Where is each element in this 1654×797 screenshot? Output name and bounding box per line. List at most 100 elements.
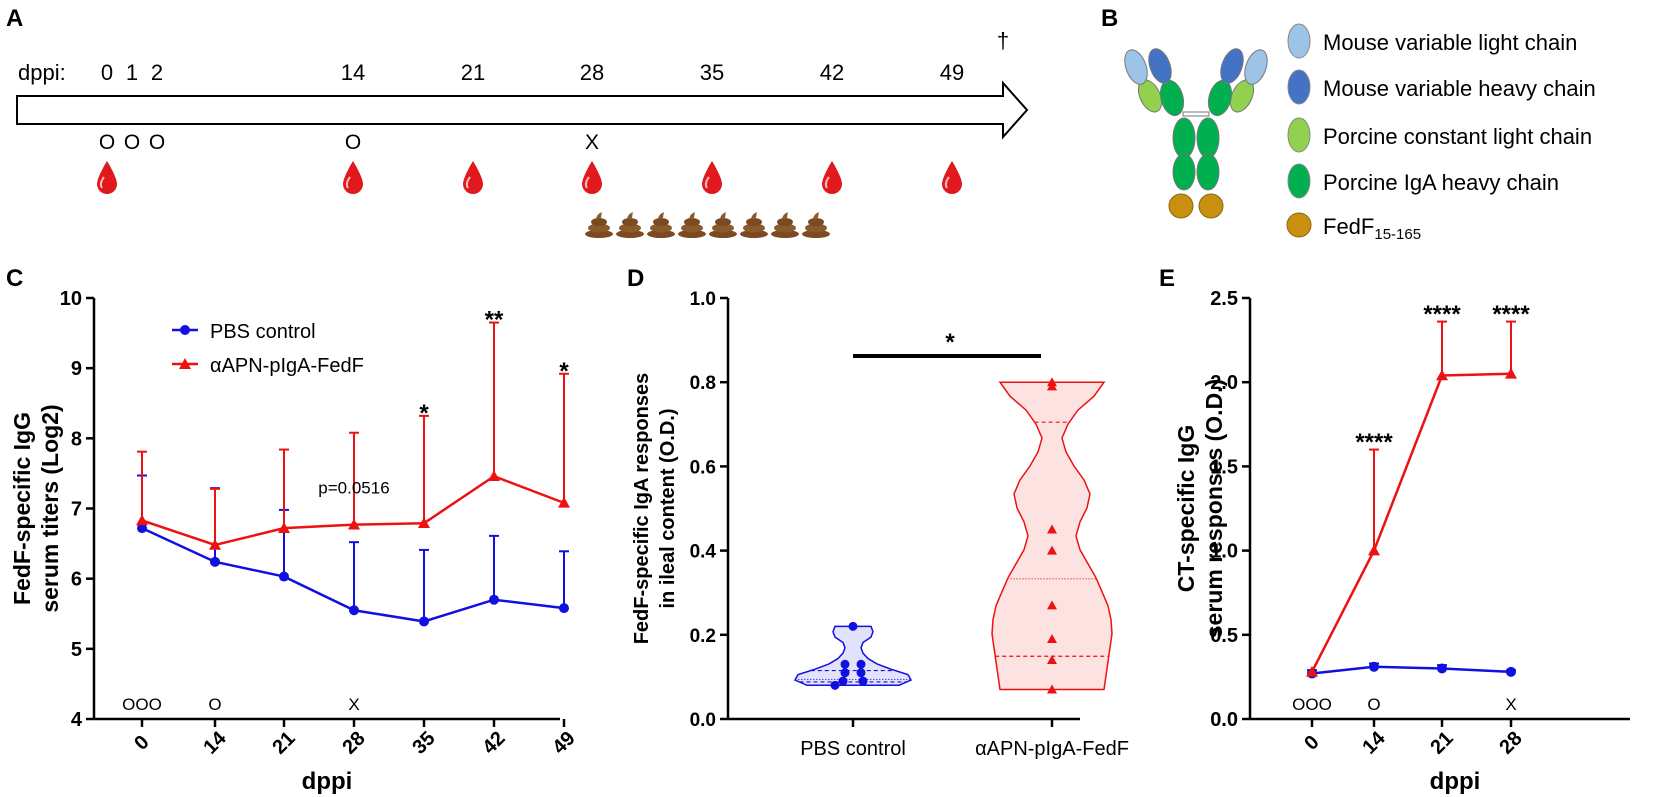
x-tick-label: 21 bbox=[1426, 727, 1457, 758]
data-point bbox=[349, 605, 359, 616]
data-point bbox=[1436, 369, 1448, 381]
y-tick-label: 2.0 bbox=[1210, 372, 1238, 394]
y-tick-label: 0.2 bbox=[690, 626, 716, 647]
event-marker: OOO bbox=[1292, 695, 1332, 714]
y-tick-label: 9 bbox=[71, 358, 82, 380]
y-tick-label: 0.5 bbox=[1210, 625, 1238, 647]
data-point bbox=[559, 603, 569, 614]
data-point bbox=[209, 538, 221, 550]
legend-label: Mouse variable heavy chain bbox=[1323, 76, 1596, 101]
y-tick-label: 0.0 bbox=[1210, 709, 1238, 731]
chart-e: 0.0 0.5 1.0 1.5 2.0 2.5 0 14 21 28 CT-specific IgG… bbox=[1173, 288, 1630, 795]
legend-c: PBS control αAPN-pIgA-FedF bbox=[172, 321, 364, 377]
y-axis-label-line2: serum titers (Log2) bbox=[37, 404, 63, 612]
data-point bbox=[558, 496, 570, 508]
significance-label: ** bbox=[485, 307, 504, 334]
feces-sample-icon bbox=[771, 212, 799, 238]
blood-sample-icon bbox=[342, 161, 364, 195]
series-line bbox=[1311, 665, 1512, 675]
timeline-day-label: 2 bbox=[151, 60, 163, 85]
timeline-day-label: 42 bbox=[820, 60, 844, 85]
legend-swatch-icon bbox=[1287, 23, 1311, 59]
death-dagger: † bbox=[997, 28, 1009, 53]
data-point bbox=[830, 680, 840, 690]
legend-label: FedF15-165 bbox=[1323, 214, 1421, 243]
data-point bbox=[210, 556, 220, 567]
data-point bbox=[279, 571, 289, 582]
legend-subscript: 15-165 bbox=[1374, 226, 1421, 243]
data-point bbox=[1047, 600, 1057, 610]
data-point bbox=[137, 523, 147, 534]
panel-letter-e: E bbox=[1159, 265, 1175, 292]
y-tick-label: 0.4 bbox=[690, 542, 717, 563]
event-marker: X bbox=[1505, 695, 1516, 714]
significance-label: **** bbox=[1492, 301, 1530, 328]
blood-sample-icon bbox=[96, 161, 118, 195]
y-axis-label-line1: FedF-specific IgG bbox=[9, 412, 35, 605]
data-point bbox=[840, 659, 850, 669]
event-marker: OOO bbox=[122, 695, 162, 714]
blood-sample-icon bbox=[462, 161, 484, 195]
data-point bbox=[488, 470, 500, 482]
timeline-arrow bbox=[16, 80, 1029, 140]
y-tick-label: 5 bbox=[71, 639, 82, 661]
legend-label: Mouse variable light chain bbox=[1323, 30, 1577, 55]
timeline-event-marker: O bbox=[345, 131, 361, 154]
data-point bbox=[489, 594, 499, 605]
feces-sample-icon bbox=[678, 212, 706, 238]
panel-letter-d: D bbox=[627, 265, 644, 292]
y-tick-label: 0.8 bbox=[690, 373, 716, 394]
y-tick-label: 2.5 bbox=[1210, 288, 1238, 310]
y-tick-label: 10 bbox=[60, 288, 82, 310]
x-tick-label: 35 bbox=[408, 727, 439, 758]
panel-e: E 0.0 0.5 1.0 1.5 2.0 2.5 0 14 21 28 CT-specific I… bbox=[1159, 265, 1630, 795]
significance-label: * bbox=[559, 358, 569, 385]
data-point bbox=[858, 676, 868, 686]
data-point bbox=[1047, 545, 1057, 555]
timeline-event-marker: O bbox=[124, 131, 140, 154]
timeline-day-label: 49 bbox=[940, 60, 964, 85]
series-line bbox=[1310, 372, 1512, 673]
event-marker: X bbox=[348, 695, 359, 714]
y-tick-label: 0.6 bbox=[690, 457, 716, 478]
data-point bbox=[838, 676, 848, 686]
timeline-day-label: 1 bbox=[126, 60, 138, 85]
event-marker: O bbox=[1367, 695, 1380, 714]
panel-letter-b: B bbox=[1101, 5, 1118, 32]
data-point bbox=[1437, 663, 1447, 674]
y-axis-label-line1: FedF-specific IgA responses bbox=[631, 373, 653, 645]
x-axis-label: dppi bbox=[302, 768, 353, 795]
data-point bbox=[278, 522, 290, 533]
data-point bbox=[1047, 524, 1057, 534]
data-point bbox=[856, 668, 866, 678]
timeline-day-label: 21 bbox=[461, 60, 485, 85]
significance-label: **** bbox=[1423, 301, 1461, 328]
data-point bbox=[1506, 666, 1516, 677]
data-point bbox=[419, 616, 429, 627]
timeline-day-label: 28 bbox=[580, 60, 604, 85]
legend-swatch-icon bbox=[1287, 69, 1311, 105]
timeline-event-marker: O bbox=[149, 131, 165, 154]
x-tick-label: 28 bbox=[1495, 727, 1526, 758]
data-point bbox=[848, 621, 858, 631]
y-tick-label: 8 bbox=[71, 428, 82, 450]
significance-label: **** bbox=[1355, 429, 1393, 456]
legend-swatch-icon bbox=[1287, 117, 1311, 153]
data-point bbox=[418, 517, 430, 529]
blood-sample-icon bbox=[941, 161, 963, 195]
x-tick-label: 14 bbox=[1358, 727, 1390, 759]
y-tick-label: 4 bbox=[71, 709, 83, 731]
feces-samples bbox=[585, 212, 830, 238]
y-axis-label: FedF-specific IgA responses in ileal cont… bbox=[631, 373, 679, 645]
x-tick-label: 28 bbox=[338, 727, 369, 758]
y-tick-label: 1.0 bbox=[690, 289, 716, 310]
x-tick-label: 0 bbox=[1300, 731, 1323, 754]
significance-label: * bbox=[419, 400, 429, 427]
violin-shape bbox=[793, 625, 913, 687]
blood-sample-icon bbox=[701, 161, 723, 195]
timeline-points: 0 O 1 O 2 O 14 O 21 28 X 35 42 49 bbox=[96, 60, 964, 195]
data-point bbox=[1306, 665, 1318, 677]
timeline-day-label: 14 bbox=[341, 60, 365, 85]
feces-sample-icon bbox=[616, 212, 644, 238]
data-point bbox=[856, 659, 866, 669]
